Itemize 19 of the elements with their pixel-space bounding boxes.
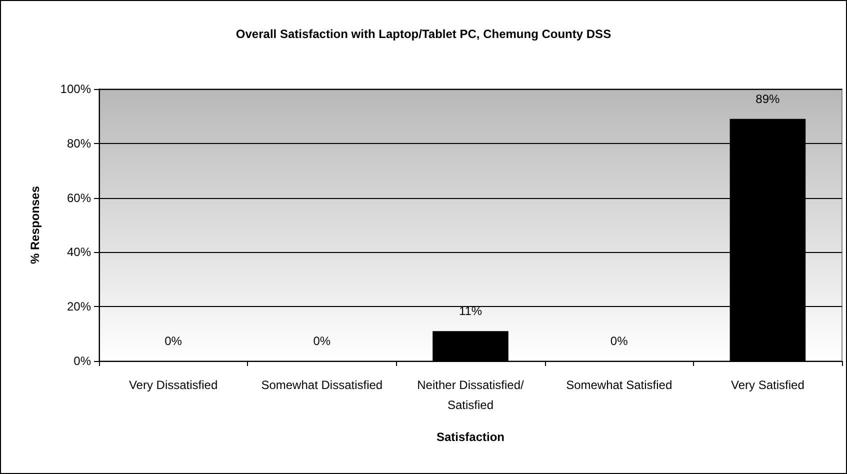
y-tick-label: 80% [66,136,92,150]
y-axis-title: % Responses [28,186,42,264]
x-tick-label: Very Dissatisfied [128,378,218,392]
data-label: 0% [313,334,331,348]
y-tick-label: 100% [60,82,92,96]
y-tick-label: 0% [74,354,92,368]
data-label: 11% [458,304,482,318]
data-label: 89% [756,92,780,106]
y-tick-label: 40% [66,245,92,260]
x-tick-label: Somewhat Dissatisfied [261,378,383,392]
x-tick-label: Somewhat Satisfied [566,378,672,392]
x-tick-label: Very Satisfied [731,378,804,392]
data-label: 0% [610,334,628,348]
y-tick-label: 60% [66,190,92,205]
chart-title: Overall Satisfaction with Laptop/Tablet PC, Chemung County DSS [236,27,612,41]
x-tick-label: Neither Dissatisfied/Satisfied [417,378,525,412]
data-label: 0% [164,334,182,348]
x-axis-title: Satisfaction [436,430,505,444]
y-tick-label: 20% [66,300,92,314]
